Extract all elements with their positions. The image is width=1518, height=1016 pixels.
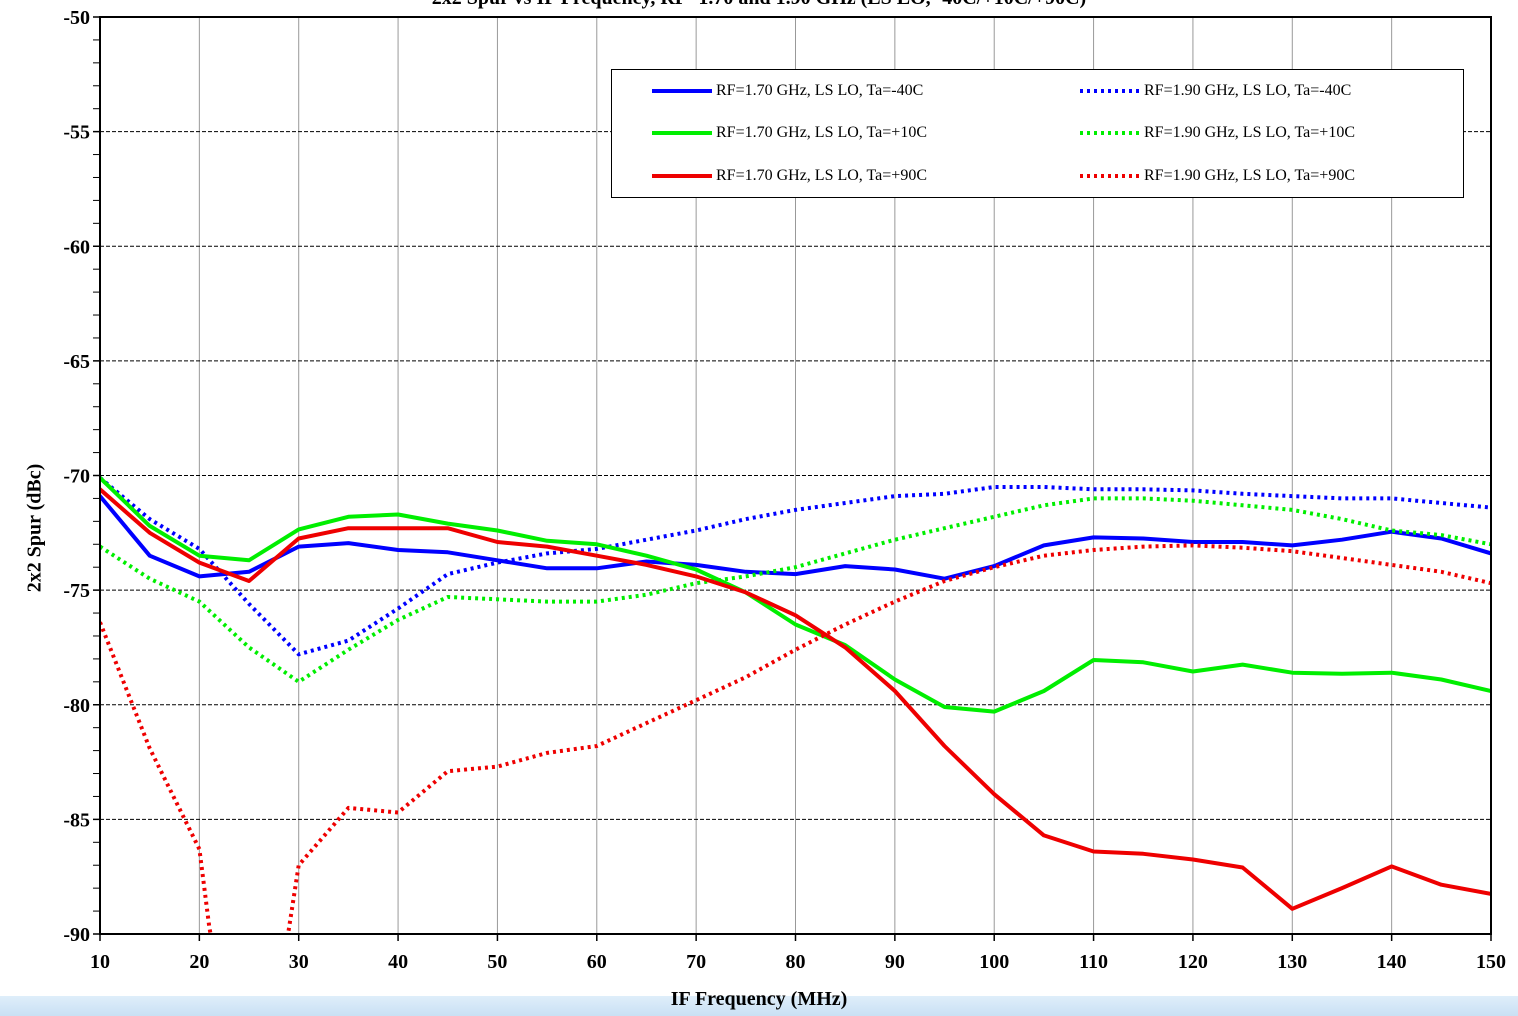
y-tick-label: -70 xyxy=(63,466,90,488)
y-tick-label: -55 xyxy=(63,122,90,144)
series-line xyxy=(100,476,1491,657)
x-tick-label: 150 xyxy=(1476,951,1506,973)
legend-swatch xyxy=(652,174,712,178)
series-line xyxy=(100,543,1491,934)
y-tick-label: -80 xyxy=(63,695,90,717)
legend-item: RF=1.90 GHz, LS LO, Ta=-40C xyxy=(1080,76,1351,106)
x-tick-label: 70 xyxy=(686,951,706,973)
x-tick-label: 60 xyxy=(587,951,607,973)
series-line xyxy=(100,494,1491,581)
series-line xyxy=(100,475,1491,714)
x-tick-label: 110 xyxy=(1079,951,1108,973)
y-tick-label: -75 xyxy=(63,580,90,602)
x-tick-label: 130 xyxy=(1277,951,1307,973)
legend: RF=1.70 GHz, LS LO, Ta=-40C RF=1.90 GHz,… xyxy=(611,69,1464,198)
y-axis-label: 2x2 Spur (dBc) xyxy=(23,463,46,593)
x-tick-label: 40 xyxy=(388,951,408,973)
x-tick-label: 20 xyxy=(189,951,209,973)
legend-label: RF=1.90 GHz, LS LO, Ta=-40C xyxy=(1144,82,1352,99)
y-tick-label: -85 xyxy=(63,809,90,831)
x-axis-label: IF Frequency (MHz) xyxy=(670,988,848,1010)
legend-item: RF=1.90 GHz, LS LO, Ta=+90C xyxy=(1080,161,1355,191)
x-tick-label: 140 xyxy=(1377,951,1407,973)
series-line xyxy=(100,487,1491,911)
x-tick-label: 30 xyxy=(289,951,309,973)
legend-label: RF=1.70 GHz, LS LO, Ta=+90C xyxy=(716,167,927,184)
x-tick-label: 50 xyxy=(487,951,507,973)
bottom-band xyxy=(0,996,1518,1016)
legend-swatch xyxy=(1080,131,1140,135)
x-tick-label: 120 xyxy=(1178,951,1208,973)
legend-swatch xyxy=(1080,89,1140,93)
y-tick-label: -90 xyxy=(63,924,90,946)
x-tick-label: 10 xyxy=(90,951,110,973)
legend-swatch xyxy=(652,131,712,135)
chart-title: 2x2 Spur vs IF Frequency, RF=1.70 and 1.… xyxy=(0,0,1518,10)
x-tick-label: 80 xyxy=(786,951,806,973)
y-tick-label: -50 xyxy=(63,7,90,29)
legend-item: RF=1.90 GHz, LS LO, Ta=+10C xyxy=(1080,118,1355,148)
series-line xyxy=(100,496,1491,684)
legend-label: RF=1.90 GHz, LS LO, Ta=+90C xyxy=(1144,167,1355,184)
x-tick-label: 90 xyxy=(885,951,905,973)
y-tick-label: -65 xyxy=(63,351,90,373)
x-tick-label: 100 xyxy=(979,951,1009,973)
legend-item: RF=1.70 GHz, LS LO, Ta=-40C xyxy=(652,76,923,106)
legend-swatch xyxy=(1080,174,1140,178)
legend-label: RF=1.70 GHz, LS LO, Ta=+10C xyxy=(716,124,927,141)
legend-item: RF=1.70 GHz, LS LO, Ta=+10C xyxy=(652,118,927,148)
legend-label: RF=1.70 GHz, LS LO, Ta=-40C xyxy=(716,82,924,99)
legend-item: RF=1.70 GHz, LS LO, Ta=+90C xyxy=(652,161,927,191)
legend-label: RF=1.90 GHz, LS LO, Ta=+10C xyxy=(1144,124,1355,141)
legend-swatch xyxy=(652,89,712,93)
y-tick-label: -60 xyxy=(63,236,90,258)
